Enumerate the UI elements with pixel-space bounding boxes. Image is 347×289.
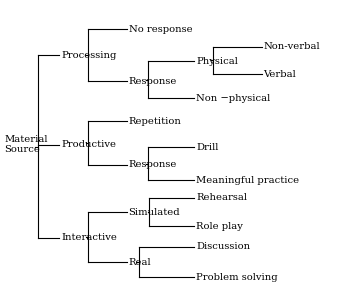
Text: Repetition: Repetition (129, 117, 181, 126)
Text: Non −physical: Non −physical (196, 94, 270, 103)
Text: Problem solving: Problem solving (196, 273, 278, 282)
Text: Response: Response (129, 77, 177, 86)
Text: Interactive: Interactive (61, 234, 117, 242)
Text: Non-verbal: Non-verbal (263, 42, 320, 51)
Text: Rehearsal: Rehearsal (196, 193, 247, 202)
Text: Response: Response (129, 160, 177, 169)
Text: Drill: Drill (196, 143, 218, 152)
Text: Productive: Productive (61, 140, 116, 149)
Text: Real: Real (129, 258, 151, 267)
Text: Material
Source: Material Source (4, 135, 48, 154)
Text: Simulated: Simulated (129, 208, 180, 216)
Text: Meaningful practice: Meaningful practice (196, 176, 299, 185)
Text: Verbal: Verbal (263, 70, 296, 79)
Text: Physical: Physical (196, 57, 238, 66)
Text: Discussion: Discussion (196, 242, 250, 251)
Text: Role play: Role play (196, 222, 243, 231)
Text: Processing: Processing (61, 51, 117, 60)
Text: No response: No response (129, 25, 192, 34)
